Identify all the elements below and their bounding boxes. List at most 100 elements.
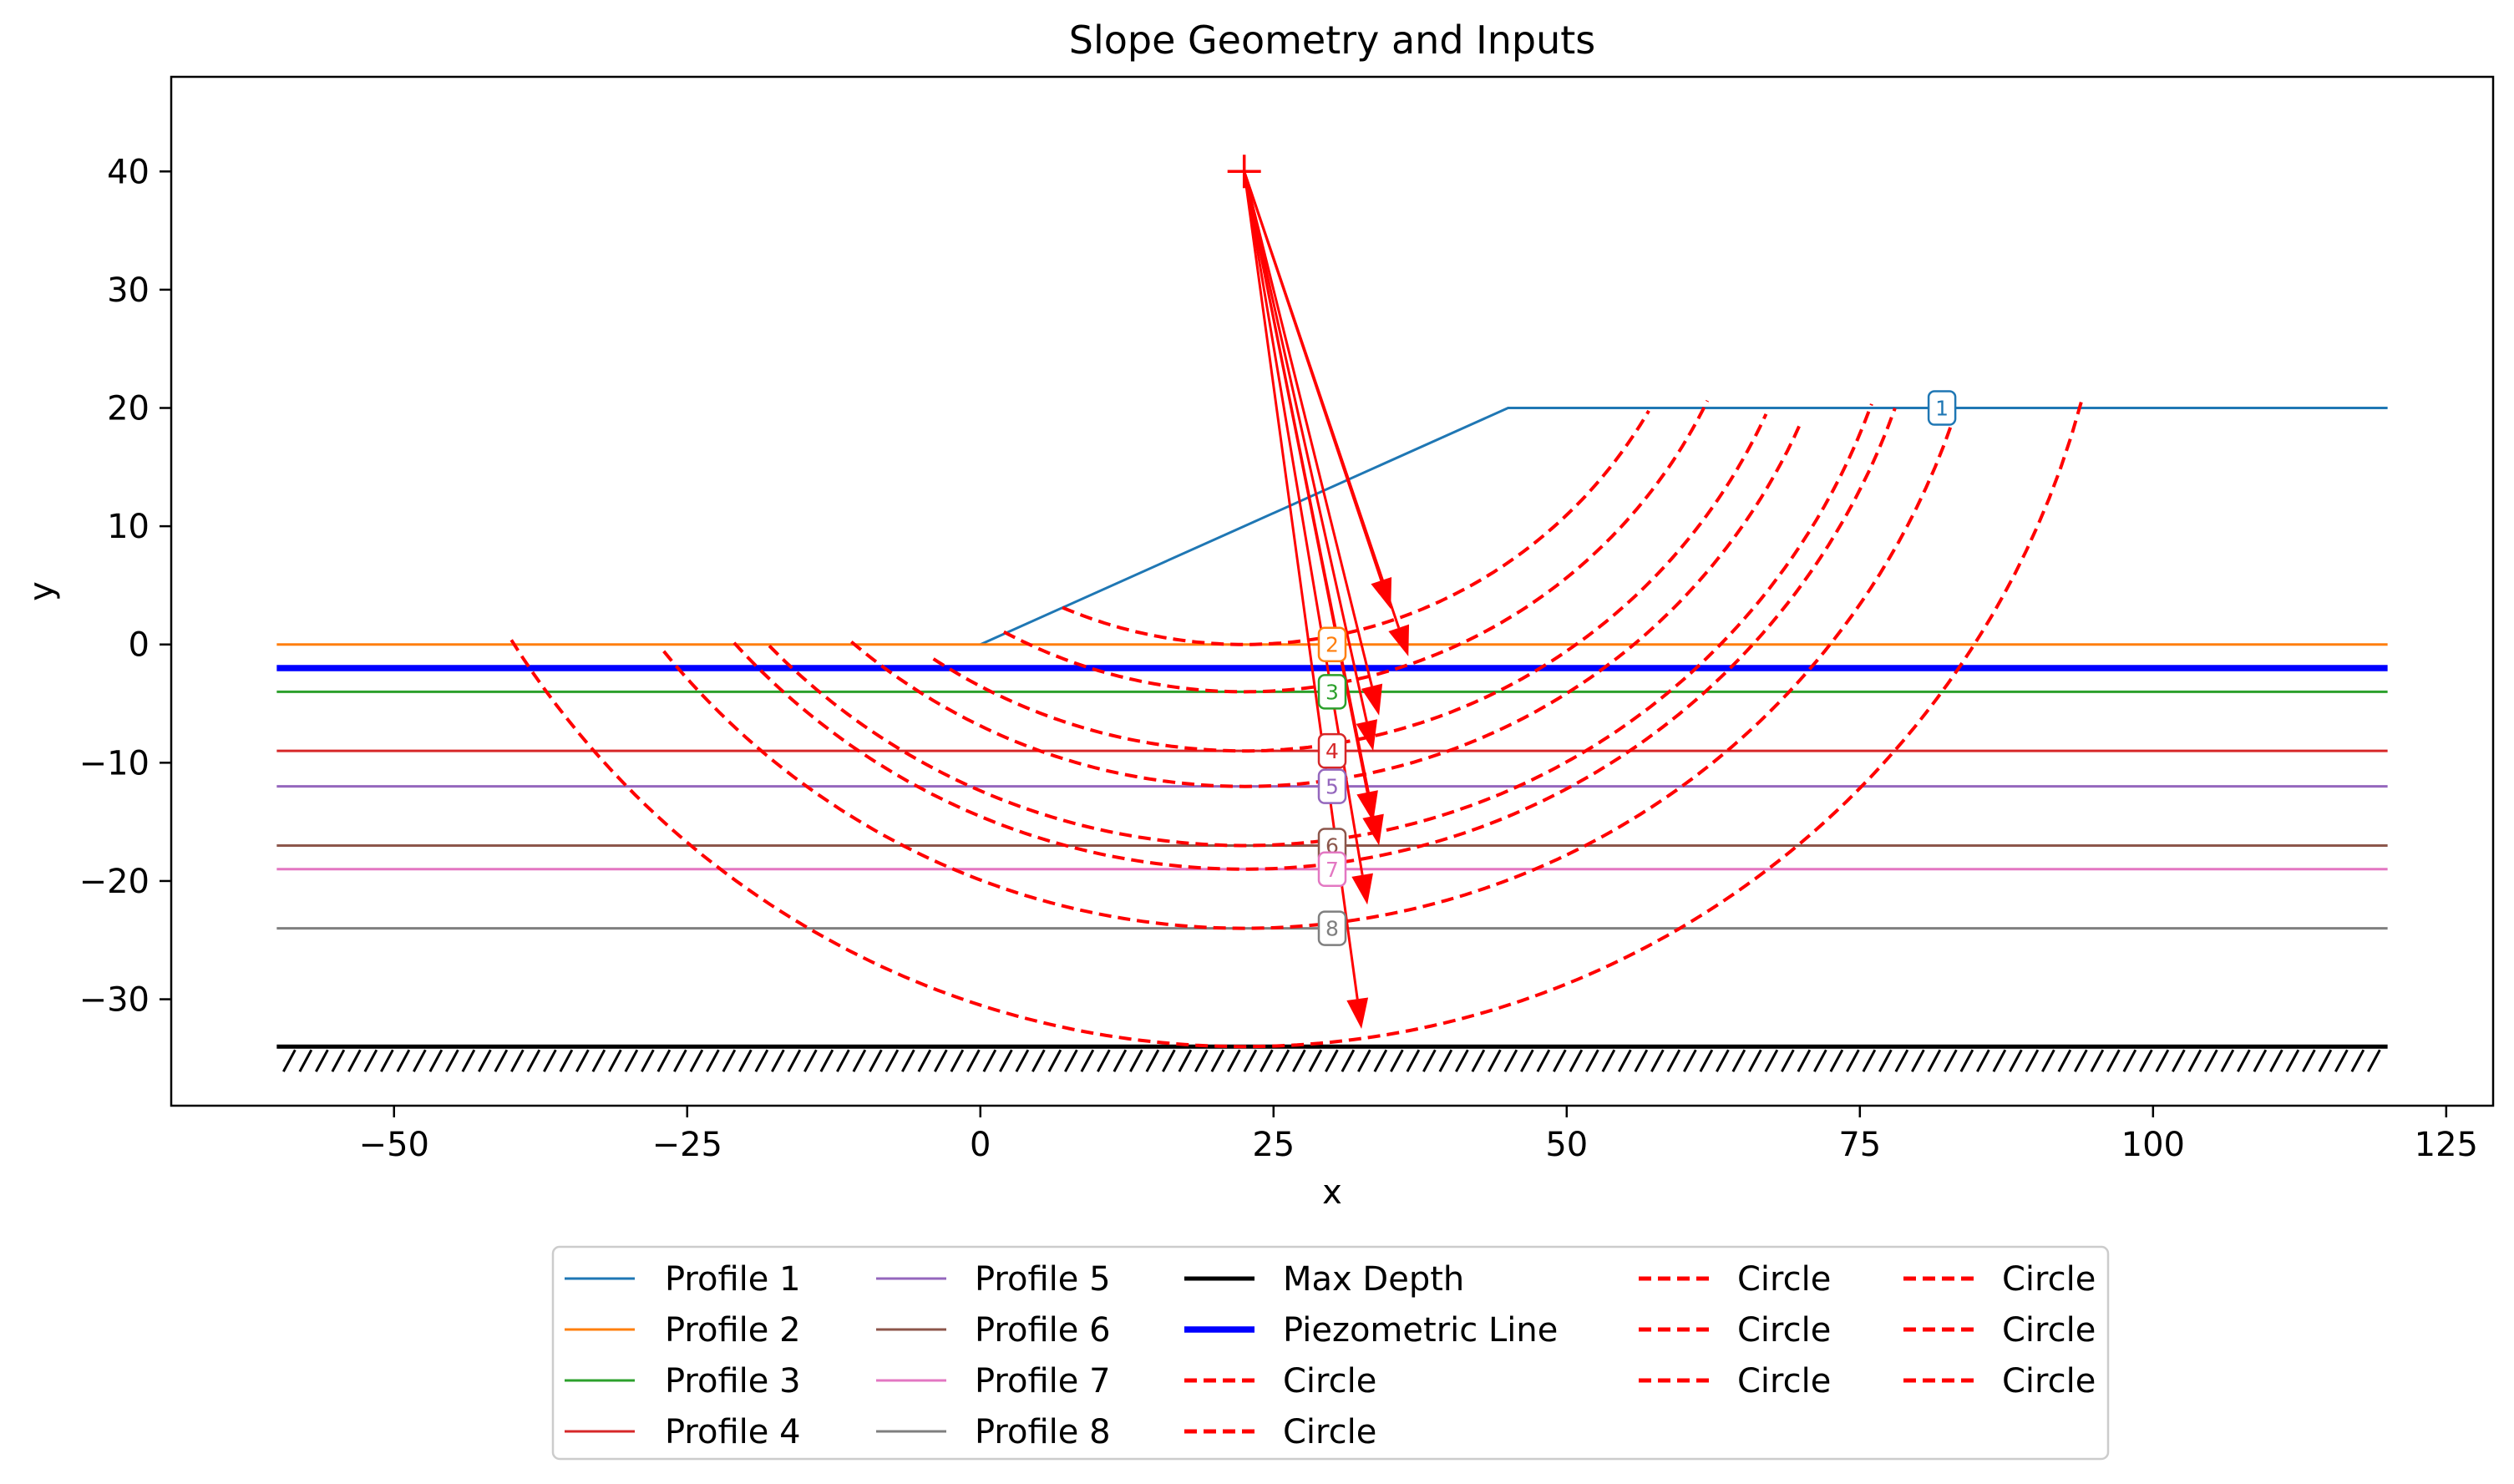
profile-marker-label: 7	[1325, 858, 1339, 882]
hatch-mark	[1520, 1049, 1534, 1072]
legend-label: Circle	[2002, 1311, 2096, 1350]
hatch-mark	[1846, 1049, 1860, 1072]
legend-label: Profile 6	[975, 1311, 1111, 1350]
hatch-mark	[494, 1049, 509, 1072]
hatch-mark	[1097, 1049, 1111, 1072]
hatch-mark	[2334, 1049, 2349, 1072]
x-tick-label: 100	[2121, 1126, 2185, 1164]
arrow-head-4	[1356, 719, 1378, 752]
hatch-mark	[1716, 1049, 1730, 1072]
hatch-mark	[461, 1049, 476, 1072]
hatch-mark	[1178, 1049, 1193, 1072]
profile-marker-2: 2	[1317, 626, 1347, 662]
hatch-mark	[1308, 1049, 1323, 1072]
legend-entry: Circle	[1903, 1362, 2096, 1400]
hatch-mark	[1064, 1049, 1078, 1072]
legend-entry: Profile 3	[565, 1362, 801, 1400]
hatch-mark	[1862, 1049, 1877, 1072]
hatch-mark	[2009, 1049, 2023, 1072]
profile-marker-label: 3	[1325, 680, 1339, 704]
legend-label: Circle	[1737, 1311, 1831, 1350]
hatch-mark	[836, 1049, 850, 1072]
hatch-mark	[2220, 1049, 2235, 1072]
hatch-mark	[656, 1049, 672, 1072]
legend-label: Piezometric Line	[1283, 1311, 1558, 1350]
y-tick-label: −30	[79, 981, 150, 1020]
x-tick-label: 25	[1252, 1126, 1295, 1164]
hatch-mark	[1666, 1049, 1681, 1072]
legend-entry: Profile 7	[876, 1362, 1111, 1400]
hatch-mark	[591, 1049, 606, 1072]
y-tick-label: 30	[107, 271, 150, 310]
hatch-mark	[1601, 1049, 1616, 1072]
hatch-mark	[1797, 1049, 1812, 1072]
hatch-mark	[1455, 1049, 1469, 1072]
hatch-mark	[1569, 1049, 1584, 1072]
plot-frame	[170, 75, 2495, 1107]
y-axis-ticks: −30 −20 −10 0 10 20 30 40	[79, 153, 171, 1020]
profile-marker-label: 4	[1325, 739, 1339, 763]
legend-entry: Profile 6	[876, 1311, 1111, 1350]
x-tick-label: 50	[1545, 1126, 1588, 1164]
hatch-mark	[575, 1049, 590, 1072]
profile-marker-box	[1317, 732, 1347, 769]
hatch-mark	[1227, 1049, 1241, 1072]
hatch-mark	[1959, 1049, 1974, 1072]
legend-label: Profile 3	[665, 1362, 801, 1400]
hatch-mark	[1944, 1049, 1958, 1072]
hatch-mark	[2285, 1049, 2300, 1072]
profile-line-1	[980, 407, 2388, 646]
arrow-shaft-2	[1243, 170, 1401, 629]
hatch-mark	[2122, 1049, 2137, 1072]
arrow-shaft-3	[1243, 170, 1373, 687]
max-depth-hatch	[282, 1049, 2381, 1072]
profile-marker-label: 2	[1325, 633, 1339, 657]
hatch-mark	[852, 1049, 867, 1072]
hatch-mark	[1618, 1049, 1632, 1072]
x-tick-label: 0	[970, 1126, 991, 1164]
hatch-mark	[2269, 1049, 2283, 1072]
hatch-mark	[510, 1049, 525, 1072]
hatch-mark	[2074, 1049, 2088, 1072]
arrow-head-7	[1351, 873, 1373, 905]
hatch-mark	[2204, 1049, 2218, 1072]
hatch-mark	[2172, 1049, 2186, 1072]
hatch-mark	[1373, 1049, 1388, 1072]
legend-entry: Circle	[1639, 1260, 1831, 1299]
legend-entry: Profile 1	[565, 1260, 801, 1299]
arrow-head-6	[1362, 813, 1384, 846]
hatch-mark	[380, 1049, 394, 1072]
hatch-mark	[526, 1049, 541, 1072]
hatch-mark	[1976, 1049, 1990, 1072]
hatch-mark	[1292, 1049, 1306, 1072]
hatch-mark	[982, 1049, 997, 1072]
hatch-mark	[819, 1049, 834, 1072]
legend-label: Circle	[2002, 1260, 2096, 1299]
legend-entry: Circle	[1184, 1362, 1376, 1400]
profile-marker-box	[1317, 626, 1347, 662]
hatch-mark	[884, 1049, 900, 1072]
hatch-mark	[1260, 1049, 1274, 1072]
hatch-mark	[1390, 1049, 1404, 1072]
hatch-mark	[2253, 1049, 2268, 1072]
y-tick-label: 20	[107, 390, 150, 428]
x-axis-label: x	[1322, 1173, 1342, 1212]
hatch-mark	[559, 1049, 574, 1072]
profile-marker-1: 1	[1927, 390, 1957, 426]
hatch-mark	[445, 1049, 459, 1072]
x-tick-label: 75	[1838, 1126, 1881, 1164]
hatch-mark	[1275, 1049, 1290, 1072]
hatch-mark	[282, 1049, 297, 1072]
profile-marker-box	[1317, 910, 1347, 946]
hatch-mark	[1341, 1049, 1356, 1072]
hatch-mark	[1650, 1049, 1665, 1072]
hatch-mark	[298, 1049, 313, 1072]
hatch-mark	[706, 1049, 720, 1072]
hatch-mark	[2350, 1049, 2365, 1072]
failure-circle-1	[1062, 409, 1650, 646]
legend-box	[551, 1245, 2110, 1461]
hatch-mark	[1194, 1049, 1209, 1072]
hatch-mark	[331, 1049, 346, 1072]
